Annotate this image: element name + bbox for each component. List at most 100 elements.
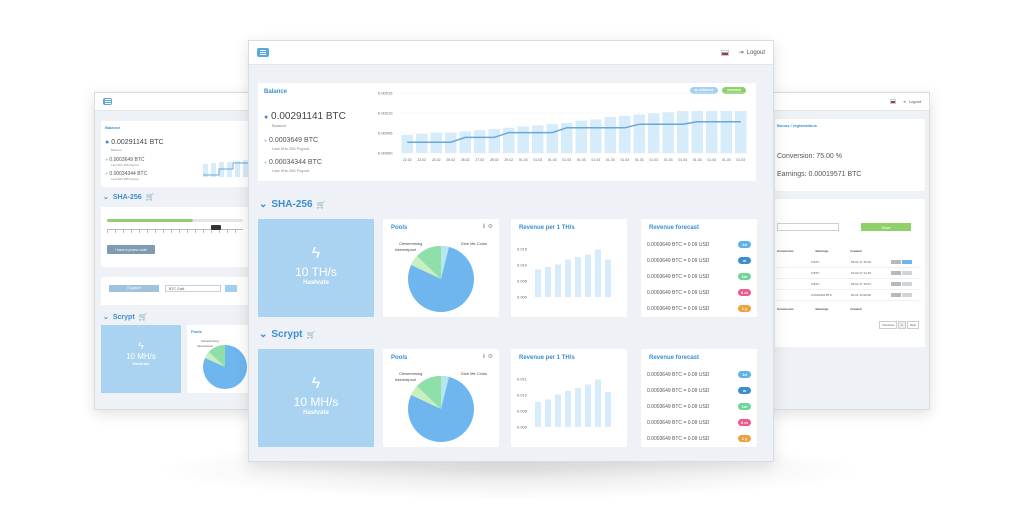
balance-bar: [401, 135, 413, 153]
forecast-row: 0.0003649 BTC = 0.09 USD 1d: [647, 371, 751, 378]
menu-icon[interactable]: [257, 48, 269, 57]
col-conversion[interactable]: Conversion: [777, 249, 794, 253]
row-toggle-off[interactable]: [891, 260, 901, 264]
row-toggle-on[interactable]: [902, 260, 912, 264]
left-sha-slider-handle[interactable]: [211, 225, 221, 230]
forecast-badge[interactable]: 1m: [738, 273, 751, 280]
forecast-badge[interactable]: 1d: [738, 371, 751, 378]
row-toggle-on[interactable]: [902, 271, 912, 275]
left-mini-bar: [219, 162, 224, 177]
menu-icon[interactable]: [103, 98, 112, 105]
equalize-button[interactable]: Equalize: [109, 285, 159, 292]
cart-icon[interactable]: 🛒: [145, 194, 155, 201]
balance-bar: [590, 119, 602, 153]
row-toggle-off[interactable]: [891, 271, 901, 275]
forecast-badge[interactable]: 1d: [738, 241, 751, 248]
hashrate-label: Hashrate: [303, 410, 329, 416]
promo-code-button[interactable]: I have a promo code: [107, 245, 155, 254]
left-balance-title: Balance: [105, 125, 121, 130]
scrypt-section: ⌄ Scrypt 🛒 ϟ 10 MH/s Hashrate Pools ℹ ⚙ …: [249, 323, 773, 453]
left-balance-main-value: 0.00291141 BTC: [111, 139, 164, 146]
y-tick-label: 0.00005: [378, 131, 393, 136]
gear-icon[interactable]: ⚙: [487, 224, 493, 230]
pie-slice-lightgreen: [411, 386, 441, 409]
hashrate-label: Hashrate: [303, 280, 329, 286]
forecast-badge[interactable]: w: [738, 387, 751, 394]
revenue-title: Revenue per 1 TH/s: [519, 355, 575, 361]
table-row: 0 BTC 19.02.17 12:15: [777, 268, 921, 279]
chevron-down-icon[interactable]: ⌄: [259, 329, 268, 340]
balance-bar: [488, 129, 500, 153]
forecast-badge[interactable]: w: [738, 257, 751, 264]
chevron-down-icon[interactable]: ⌄: [103, 194, 109, 201]
revenue-card: Revenue per 1 TH/s 0.015 0.010 0.005 0.000: [511, 219, 627, 317]
gear-icon[interactable]: ⚙: [487, 354, 493, 360]
rev-tick-label: 0.005: [517, 409, 528, 414]
info-icon[interactable]: ℹ: [482, 354, 485, 360]
forecast-text: 0.0003649 BTC = 0.09 USD: [647, 289, 710, 296]
forecast-row: 0.0003649 BTC = 0.09 USD 6 m: [647, 289, 751, 296]
x-tick-label: 01.03: [693, 158, 702, 162]
x-tick-label: 01.03: [736, 158, 745, 162]
adsense-button[interactable]: as Adsense: [690, 87, 718, 94]
forecast-text: 0.0003649 BTC = 0.09 USD: [647, 241, 710, 248]
right-bonus-header: Bonus / registrations: [777, 123, 818, 128]
chevron-down-icon[interactable]: ⌄: [259, 199, 268, 210]
cart-icon[interactable]: 🛒: [306, 331, 316, 339]
left-scrypt-title: ⌄ Scrypt 🛒: [103, 313, 148, 322]
right-topbar: ⇥ Logout: [771, 93, 929, 111]
connect-button[interactable]: connect: [722, 87, 746, 94]
row-toggle-off[interactable]: [891, 293, 901, 297]
pool-label-1: Interestpool: [395, 247, 416, 252]
balance-bar: [677, 111, 689, 153]
right-input[interactable]: [777, 223, 839, 231]
page-1-button[interactable]: 1: [898, 321, 906, 329]
balance-bar: [720, 111, 732, 153]
balance-bar: [416, 133, 428, 153]
forecast-row: 0.0003649 BTC = 0.09 USD 1m: [647, 273, 751, 280]
balance-bar: [575, 120, 587, 153]
section-name: Scrypt: [271, 329, 303, 340]
balance-row-1-value: 0.00034344 BTC: [268, 159, 322, 166]
col-created[interactable]: Created: [850, 249, 862, 253]
forecast-badge[interactable]: 1 y: [738, 435, 751, 442]
row-toggle-on[interactable]: [902, 282, 912, 286]
logout-link[interactable]: ⇥ Logout: [739, 49, 765, 57]
section-title: ⌄ SHA-256 🛒: [259, 199, 325, 210]
col-earnings[interactable]: Earnings: [815, 249, 829, 253]
forecast-badge[interactable]: 6 m: [738, 419, 751, 426]
balance-bar: [662, 112, 674, 153]
logout-link[interactable]: ⇥ Logout: [902, 99, 921, 104]
pool-label-0: Clevermining: [399, 371, 423, 376]
balance-row-0-value: 0.0003649 BTC: [268, 137, 319, 144]
currency-select-chip[interactable]: [225, 285, 237, 292]
next-button[interactable]: Next: [906, 321, 919, 329]
balance-bar: [604, 117, 616, 153]
info-icon[interactable]: ℹ: [482, 224, 485, 230]
rev-bar: [535, 269, 541, 297]
revenue-chart: 0.015 0.010 0.005 0.000: [517, 247, 611, 300]
rev-bar: [605, 392, 611, 427]
left-row-1-caption: Last 5Hs 256 Payout: [111, 177, 139, 181]
forecast-badge[interactable]: 1 y: [738, 305, 751, 312]
prev-button[interactable]: Previous: [879, 321, 898, 329]
forecast-badge[interactable]: 6 m: [738, 289, 751, 296]
row-toggle-on[interactable]: [902, 293, 912, 297]
row-toggle-off[interactable]: [891, 282, 901, 286]
left-sha-slider-track: [107, 219, 193, 222]
x-tick-label: 01.03: [562, 158, 571, 162]
cart-icon[interactable]: 🛒: [316, 201, 326, 209]
pool-label-2: Give Me Coins: [460, 371, 487, 376]
forecast-badge[interactable]: 1m: [738, 403, 751, 410]
save-button[interactable]: Save: [861, 223, 911, 231]
currency-select[interactable]: BTC Gold: [165, 285, 221, 292]
flag-icon[interactable]: [890, 99, 897, 104]
rev-bar: [605, 259, 611, 297]
flag-icon[interactable]: [720, 49, 729, 56]
left-hashrate-label: Hashrate: [132, 361, 150, 366]
chevron-down-icon[interactable]: ⌄: [103, 314, 109, 321]
x-tick-label: 01.03: [577, 158, 586, 162]
cart-icon[interactable]: 🛒: [138, 314, 148, 321]
row-earnings: 0 BTC: [811, 271, 820, 275]
x-tick-label: 01.03: [620, 158, 629, 162]
